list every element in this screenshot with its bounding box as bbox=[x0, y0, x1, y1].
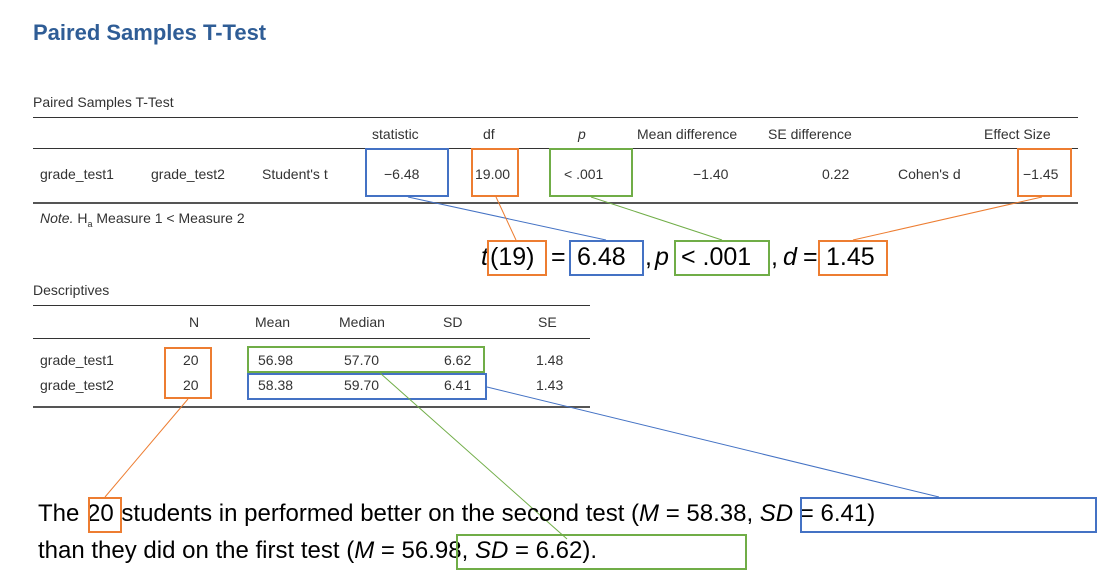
apa-box-stat bbox=[569, 240, 644, 276]
desc-row1-n: 20 bbox=[183, 352, 199, 368]
apa-comma1: , bbox=[645, 243, 652, 271]
desc-caption: Descriptives bbox=[33, 282, 110, 298]
ttest-caption: Paired Samples T-Test bbox=[33, 94, 174, 110]
desc-header-mean: Mean bbox=[255, 314, 291, 330]
apa-stat: 6.48 bbox=[577, 243, 626, 271]
ttest-p-value: < .001 bbox=[564, 166, 604, 182]
desc-row2-sd: 6.41 bbox=[444, 377, 472, 393]
sentence-line2: than they did on the first test (M = 56.… bbox=[38, 537, 598, 564]
sentence-box-n bbox=[88, 497, 122, 533]
ttest-test-type: Student's t bbox=[262, 166, 328, 182]
desc-header-sd: SD bbox=[443, 314, 463, 330]
sentence-n: 20 bbox=[87, 500, 114, 527]
ttest-se-difference-value: 0.22 bbox=[822, 166, 850, 182]
ttest-header-statistic: statistic bbox=[372, 126, 419, 142]
note-text: Measure 1 < Measure 2 bbox=[92, 210, 245, 226]
apa-box-p bbox=[674, 240, 770, 276]
highlight-p bbox=[549, 148, 633, 197]
ttest-header-effect-size: Effect Size bbox=[984, 126, 1051, 142]
ttest-note: Note. Ha Measure 1 < Measure 2 bbox=[40, 210, 245, 229]
ttest-header-p: p bbox=[578, 126, 586, 142]
highlight-effect bbox=[1017, 148, 1072, 197]
desc-bottom-rule bbox=[33, 406, 590, 408]
ttest-top-rule bbox=[33, 117, 1078, 118]
ttest-statistic-value: −6.48 bbox=[384, 166, 420, 182]
highlight-row2-stats bbox=[247, 373, 487, 400]
apa-plt: < .001 bbox=[681, 243, 752, 271]
desc-top-rule bbox=[33, 305, 590, 306]
desc-row2-median: 59.70 bbox=[344, 377, 380, 393]
apa-eq1: = bbox=[551, 243, 566, 271]
ttest-measure1: grade_test1 bbox=[40, 166, 114, 182]
ttest-header-df: df bbox=[483, 126, 495, 142]
desc-row2-mean: 58.38 bbox=[258, 377, 294, 393]
apa-comma2: , bbox=[771, 243, 778, 271]
line-row1 bbox=[379, 372, 568, 540]
apa-box-df bbox=[487, 240, 547, 276]
line-effect bbox=[852, 196, 1043, 241]
desc-row2-name: grade_test2 bbox=[40, 377, 114, 393]
desc-header-se: SE bbox=[538, 314, 557, 330]
highlight-n bbox=[164, 347, 212, 399]
desc-row1-sd: 6.62 bbox=[444, 352, 472, 368]
ttest-header-mean-difference: Mean difference bbox=[637, 126, 738, 142]
line-p bbox=[590, 196, 723, 241]
sentence-box-b1 bbox=[800, 497, 1097, 533]
desc-row2-n: 20 bbox=[183, 377, 199, 393]
page-title: Paired Samples T-Test bbox=[33, 20, 267, 45]
note-h-sub: a bbox=[87, 218, 93, 229]
line-n bbox=[104, 398, 189, 498]
apa-t: t bbox=[481, 243, 488, 271]
apa-box-effect bbox=[818, 240, 888, 276]
highlight-row1-stats bbox=[247, 346, 485, 373]
desc-row1-mean: 56.98 bbox=[258, 352, 294, 368]
ttest-bottom-rule bbox=[33, 202, 1078, 204]
desc-row1-se: 1.48 bbox=[536, 352, 564, 368]
ttest-measure2: grade_test2 bbox=[151, 166, 225, 182]
desc-header-n: N bbox=[189, 314, 200, 330]
desc-header-rule bbox=[33, 338, 590, 339]
sentence-b2: (M = 56.98, SD = 6.62) bbox=[346, 537, 591, 564]
desc-header-median: Median bbox=[339, 314, 385, 330]
apa-df: (19) bbox=[490, 243, 535, 271]
sentence-box-b2 bbox=[456, 534, 747, 570]
ttest-mean-difference-value: −1.40 bbox=[693, 166, 729, 182]
ttest-header-se-difference: SE difference bbox=[768, 126, 852, 142]
highlight-statistic bbox=[365, 148, 449, 197]
sentence-b1: (M = 58.38, SD = 6.41) bbox=[631, 500, 876, 527]
line-df bbox=[495, 196, 517, 241]
ttest-df-value: 19.00 bbox=[475, 166, 511, 182]
sentence-line1: The 20 students in performed better on t… bbox=[38, 500, 876, 527]
ttest-effect-type: Cohen's d bbox=[898, 166, 961, 182]
note-label: Note. bbox=[40, 210, 74, 226]
note-h: H bbox=[77, 210, 88, 226]
desc-row1-name: grade_test1 bbox=[40, 352, 114, 368]
desc-row1-median: 57.70 bbox=[344, 352, 380, 368]
apa-effect: 1.45 bbox=[826, 243, 875, 271]
line-row2 bbox=[486, 386, 940, 498]
desc-row2-se: 1.43 bbox=[536, 377, 564, 393]
line-statistic bbox=[407, 196, 607, 241]
highlight-df bbox=[471, 148, 519, 197]
apa-eq2: = bbox=[803, 243, 818, 271]
apa-p: p bbox=[655, 243, 669, 271]
apa-d: d bbox=[783, 243, 797, 271]
ttest-effect-size-value: −1.45 bbox=[1023, 166, 1059, 182]
